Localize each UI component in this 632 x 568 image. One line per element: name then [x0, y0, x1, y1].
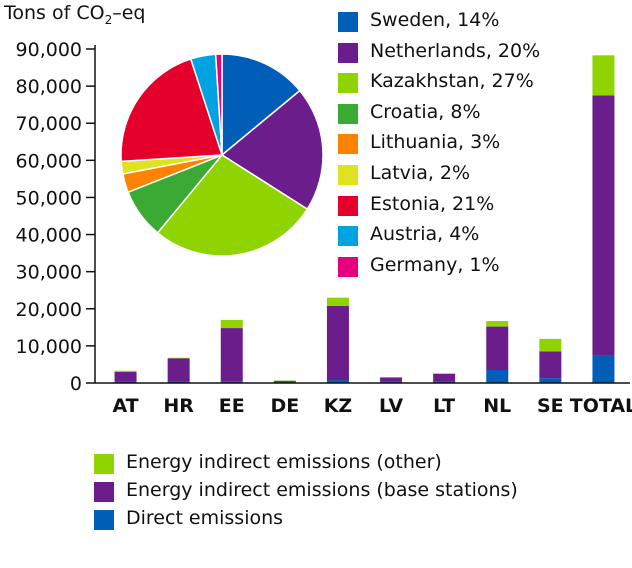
- legend-swatch: [338, 195, 358, 216]
- legend-swatch: [338, 256, 358, 277]
- y-axis-label: Tons of CO2–eq: [4, 2, 145, 27]
- legend-label: Kazakhstan, 27%: [370, 70, 534, 93]
- y-axis-label-suffix: –eq: [112, 2, 146, 24]
- bar-segment: [326, 380, 349, 383]
- legend-swatch: [338, 134, 358, 155]
- y-axis-label-prefix: Tons of CO: [4, 2, 105, 24]
- x-tick-label: LT: [433, 395, 455, 417]
- legend-label: Lithuania, 3%: [370, 131, 501, 154]
- legend-swatch: [338, 226, 358, 247]
- bar-segment: [380, 377, 403, 382]
- legend-swatch: [338, 73, 358, 94]
- legend-swatch: [94, 454, 114, 474]
- legend-label: Energy indirect emissions (other): [126, 451, 442, 473]
- bar-segment: [486, 370, 509, 383]
- x-tick-label: AT: [112, 395, 138, 417]
- bar-segment: [592, 355, 615, 383]
- y-tick-label: 30,000: [16, 262, 82, 284]
- legend-label: Germany, 1%: [370, 253, 500, 276]
- pie-slice: [214, 53, 223, 156]
- pie-slice: [220, 89, 324, 211]
- bar-segment: [114, 371, 137, 382]
- legend-swatch: [338, 164, 358, 185]
- x-tick-label: NL: [483, 395, 511, 417]
- y-tick-label: 0: [70, 373, 82, 395]
- bar-segment: [273, 380, 296, 382]
- y-tick-label: 80,000: [16, 76, 82, 98]
- x-tick-label: KZ: [324, 395, 353, 417]
- legend-label: Latvia, 2%: [370, 161, 471, 184]
- legend-label: Direct emissions: [126, 507, 284, 529]
- bar-segment: [167, 358, 190, 382]
- legend-label: Energy indirect emissions (base stations…: [126, 479, 518, 501]
- bar-segment: [433, 373, 456, 382]
- bar-segment: [592, 95, 615, 356]
- bar-segment: [167, 357, 190, 359]
- legend-label: Austria, 4%: [370, 223, 480, 246]
- y-tick-label: 10,000: [16, 336, 82, 358]
- bar-segment: [539, 351, 562, 379]
- bar-segment: [326, 297, 349, 306]
- legend-label: Netherlands, 20%: [370, 39, 541, 62]
- y-tick-label: 40,000: [16, 225, 82, 247]
- legend-swatch: [338, 42, 358, 63]
- y-tick-label: 60,000: [16, 150, 82, 172]
- legend-swatch: [94, 482, 114, 502]
- pie-slice: [156, 154, 309, 257]
- legend-label: Croatia, 8%: [370, 100, 481, 123]
- legend-swatch: [338, 103, 358, 124]
- bar-segment: [539, 338, 562, 352]
- x-tick-label: SE: [537, 395, 564, 417]
- legend-label: Sweden, 14%: [370, 9, 500, 31]
- bar-segment: [486, 326, 509, 371]
- bar-segment: [486, 321, 509, 327]
- pie-slice: [120, 57, 224, 163]
- bar-segment: [539, 378, 562, 383]
- bar-segment: [114, 370, 137, 372]
- y-tick-label: 50,000: [16, 187, 82, 209]
- y-tick-label: 20,000: [16, 299, 82, 321]
- y-axis-label-subscript: 2: [104, 12, 113, 27]
- x-tick-label: EE: [219, 395, 245, 417]
- pie-slice: [221, 53, 301, 157]
- legend-swatch: [94, 510, 114, 530]
- legend-label: Estonia, 21%: [370, 192, 495, 215]
- y-tick-label: 90,000: [16, 39, 82, 61]
- x-tick-label: HR: [163, 395, 194, 417]
- y-tick-label: 70,000: [16, 113, 82, 135]
- legend-swatch: [338, 12, 358, 32]
- bar-segment: [326, 305, 349, 381]
- x-tick-label: DE: [270, 395, 299, 417]
- bar-segment: [592, 55, 615, 96]
- x-tick-label: TOTAL: [570, 395, 632, 417]
- x-tick-label: LV: [379, 395, 403, 417]
- bar-segment: [220, 319, 243, 329]
- bar-segment: [220, 328, 243, 382]
- bar-segment: [220, 381, 243, 383]
